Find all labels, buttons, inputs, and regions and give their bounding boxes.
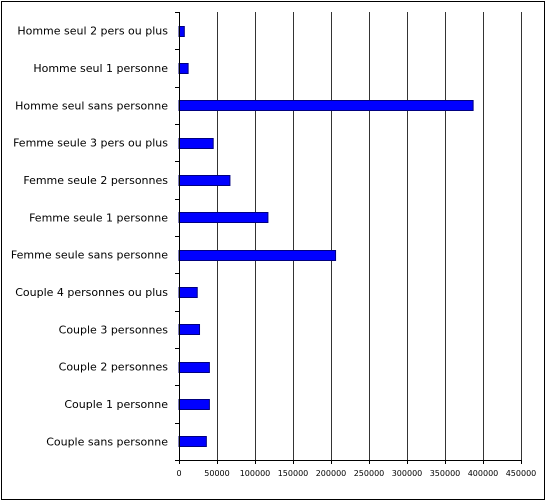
category-labels: Homme seul 2 pers ou plus Homme seul 1 pe… bbox=[11, 25, 168, 449]
bar bbox=[178, 324, 201, 335]
gridlines bbox=[217, 12, 522, 460]
category-label: Homme seul sans personne bbox=[15, 99, 168, 112]
bar bbox=[178, 287, 198, 298]
bar bbox=[178, 63, 189, 74]
category-label: Couple sans personne bbox=[46, 435, 168, 448]
bar bbox=[178, 362, 210, 373]
bar bbox=[178, 436, 207, 447]
category-label: Homme seul 1 personne bbox=[33, 62, 168, 75]
category-label: Couple 2 personnes bbox=[59, 361, 169, 374]
x-tick-label: 250000 bbox=[354, 469, 385, 478]
axes bbox=[175, 12, 522, 464]
x-tick-label: 450000 bbox=[506, 469, 537, 478]
bars bbox=[178, 26, 474, 447]
category-label: Femme seule 3 pers ou plus bbox=[13, 137, 168, 150]
category-label: Homme seul 2 pers ou plus bbox=[17, 25, 168, 38]
x-tick-label: 0 bbox=[176, 469, 181, 478]
bar bbox=[178, 250, 337, 261]
x-tick-label: 350000 bbox=[430, 469, 461, 478]
category-label: Couple 3 personnes bbox=[59, 323, 169, 336]
x-tick-label: 400000 bbox=[468, 469, 499, 478]
x-tick-label: 300000 bbox=[392, 469, 423, 478]
bar bbox=[178, 175, 231, 186]
bar bbox=[178, 212, 269, 223]
x-tick-label: 200000 bbox=[316, 469, 347, 478]
bar bbox=[178, 138, 214, 149]
category-label: Femme seule sans personne bbox=[11, 249, 168, 262]
x-tick-label: 150000 bbox=[278, 469, 309, 478]
category-label: Femme seule 1 personne bbox=[29, 211, 168, 224]
x-tick-label: 50000 bbox=[204, 469, 229, 478]
category-label: Couple 4 personnes ou plus bbox=[15, 286, 168, 299]
x-tick-label: 100000 bbox=[240, 469, 271, 478]
category-label: Couple 1 personne bbox=[64, 398, 168, 411]
bar bbox=[178, 100, 474, 111]
category-label: Femme seule 2 personnes bbox=[23, 174, 168, 187]
bar bbox=[178, 399, 210, 410]
tick-labels: 0 50000 100000 150000 200000 250000 300000 3500… bbox=[176, 469, 536, 478]
